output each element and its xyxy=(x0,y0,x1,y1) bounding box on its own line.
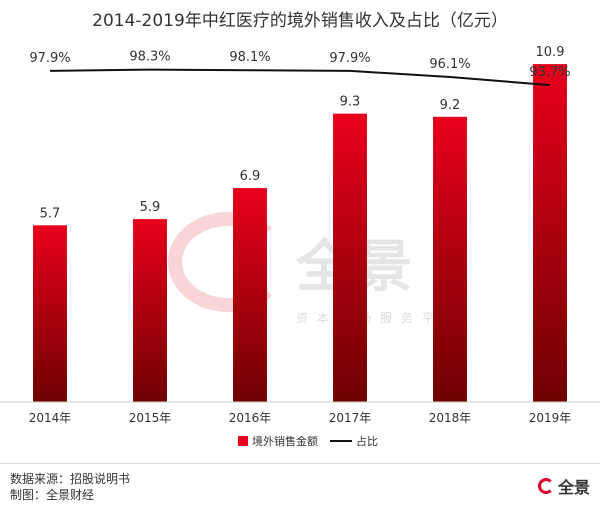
bar-label-3: 9.3 xyxy=(340,95,361,110)
x-tick-0: 2014年 xyxy=(29,411,72,425)
chart-title: 2014-2019年中红医疗的境外销售收入及占比（亿元） xyxy=(92,11,508,31)
x-tick-1: 2015年 xyxy=(129,411,172,425)
bar-label-5: 10.9 xyxy=(536,45,565,60)
bar-label-2: 6.9 xyxy=(240,169,261,184)
legend-swatch-bar xyxy=(238,436,248,446)
x-tick-3: 2017年 xyxy=(329,411,372,425)
line-label-5: 93.7% xyxy=(529,65,570,80)
bar-0 xyxy=(33,225,67,402)
bar-1 xyxy=(133,219,167,402)
brand-mark-icon xyxy=(537,478,554,494)
line-label-0: 97.9% xyxy=(29,51,70,66)
bar-label-0: 5.7 xyxy=(40,206,61,221)
ratio-line xyxy=(49,68,551,87)
bar-label-1: 5.9 xyxy=(140,200,161,215)
x-tick-5: 2019年 xyxy=(529,411,572,425)
line-label-2: 98.1% xyxy=(229,50,270,65)
bar-3 xyxy=(333,113,367,402)
bar-2 xyxy=(233,188,267,402)
bar-4 xyxy=(433,116,467,403)
legend-label-line: 占比 xyxy=(356,434,378,448)
x-tick-labels: 2014年 2015年 2016年 2017年 2018年 2019年 xyxy=(29,411,572,425)
line-label-1: 98.3% xyxy=(129,50,170,65)
line-label-4: 96.1% xyxy=(429,57,470,72)
line-label-3: 97.9% xyxy=(329,51,370,66)
legend-label-bar: 境外销售金额 xyxy=(252,434,318,448)
bar-labels: 5.7 5.9 6.9 9.3 9.2 10.9 xyxy=(40,45,565,221)
footer-maker: 制图：全景财经 xyxy=(10,488,95,502)
legend: 境外销售金额 占比 xyxy=(238,434,378,448)
brand-logo: 全景 xyxy=(537,474,590,498)
bar-5 xyxy=(533,64,567,402)
footer-source: 数据来源：招股说明书 xyxy=(10,472,131,486)
line-labels: 97.9% 98.3% 98.1% 97.9% 96.1% 93.7% xyxy=(29,50,570,81)
footer-divider xyxy=(0,463,600,464)
chart-area: 5.7 5.9 6.9 9.3 9.2 10.9 2014年 2015年 2016年 2017年… xyxy=(0,45,600,448)
x-tick-4: 2018年 xyxy=(429,411,472,425)
bar-series xyxy=(33,64,567,403)
brand-name: 全景 xyxy=(557,478,590,497)
bar-label-4: 9.2 xyxy=(440,98,461,113)
x-tick-2: 2016年 xyxy=(229,411,272,425)
